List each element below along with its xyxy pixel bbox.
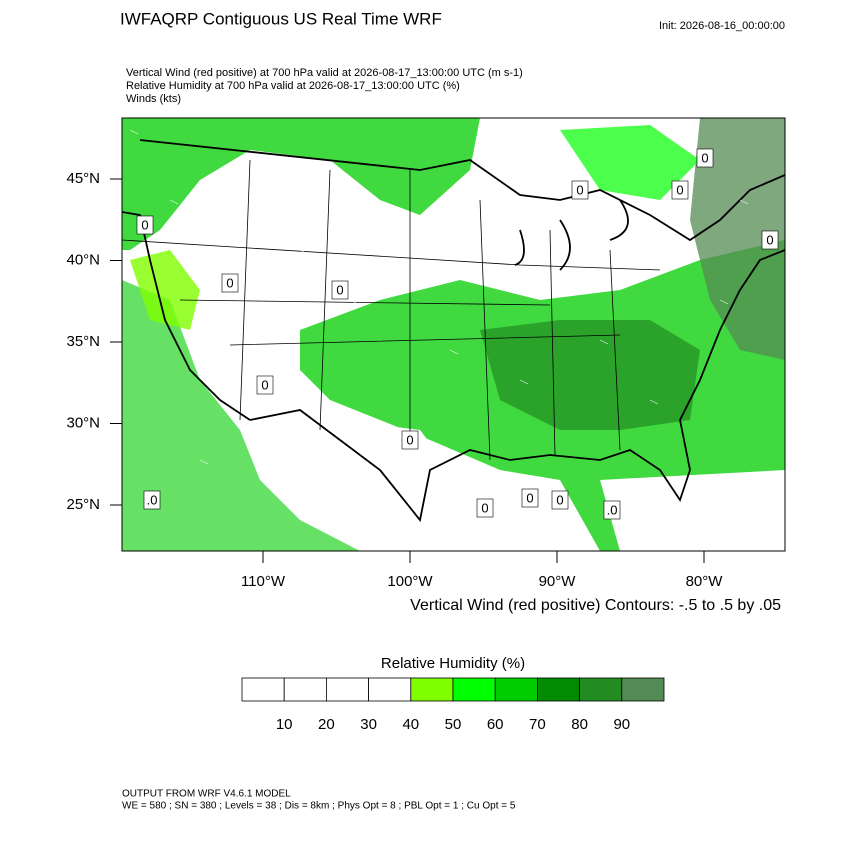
contour-label: .0 — [607, 502, 618, 517]
lat-label: 35°N — [66, 333, 100, 350]
colorbar-tick-label: 30 — [360, 716, 377, 733]
contour-label: 0 — [526, 490, 533, 505]
contour-label-box — [476, 498, 494, 518]
colorbar-box — [579, 677, 623, 702]
colorbar-tick-label: 60 — [487, 716, 504, 733]
contour-label: 0 — [556, 492, 563, 507]
contour-label: 0 — [676, 182, 683, 197]
colorbar-tick-label: 40 — [402, 716, 419, 733]
lat-label: 40°N — [66, 251, 100, 268]
colorbar-box — [325, 677, 369, 702]
contour-label-box — [571, 180, 589, 200]
colorbar-box — [410, 677, 454, 702]
contour-label-box — [696, 148, 714, 168]
subtitle: Winds (kts) — [126, 93, 181, 105]
contour-note: Vertical Wind (red positive) Contours: -… — [410, 597, 781, 614]
colorbar-box — [368, 677, 412, 702]
colorbar-box — [241, 677, 285, 702]
contour-label: 0 — [701, 150, 708, 165]
contour-label-box — [761, 230, 779, 250]
contour-label: 0 — [576, 182, 583, 197]
lon-label: 110°W — [241, 573, 286, 590]
contour-label-box — [143, 490, 161, 510]
contour-label: .0 — [147, 492, 158, 507]
contour-label-box — [221, 273, 239, 293]
contour-label: 0 — [226, 275, 233, 290]
subtitle: Relative Humidity at 700 hPa valid at 20… — [126, 80, 460, 92]
colorbar-box — [494, 677, 538, 702]
contour-label: 0 — [481, 500, 488, 515]
map-frame — [121, 117, 786, 552]
colorbar-tick-label: 80 — [571, 716, 588, 733]
footer-line: OUTPUT FROM WRF V4.6.1 MODEL — [122, 789, 291, 800]
lon-label: 80°W — [686, 573, 724, 590]
lon-label: 100°W — [387, 573, 433, 590]
contour-label: 0 — [141, 217, 148, 232]
contour-label-box — [401, 430, 419, 450]
contour-labels: 0 0 0 0 .0 0 0 0 0 0 .0 0 0 0 — [136, 148, 779, 520]
contour-label: 0 — [766, 232, 773, 247]
contour-label-box — [331, 280, 349, 300]
contour-label-box — [671, 180, 689, 200]
colorbar-box — [283, 677, 327, 702]
contour-label: 0 — [336, 282, 343, 297]
contour-label-box — [256, 375, 274, 395]
colorbar-tick-label: 10 — [276, 716, 293, 733]
contour-label-box — [521, 488, 539, 508]
subtitle: Vertical Wind (red positive) at 700 hPa … — [126, 67, 523, 79]
colorbar-box — [452, 677, 496, 702]
colorbar-tick-label: 90 — [613, 716, 630, 733]
lat-label: 45°N — [66, 170, 100, 187]
title: IWFAQRP Contiguous US Real Time WRF — [120, 9, 442, 28]
colorbar-tick-label: 50 — [445, 716, 462, 733]
colorbar-tick-label: 70 — [529, 716, 546, 733]
axes: 45°N 40°N 35°N 30°N 25°N 110°W 100°W 90°W 80°W — [66, 170, 723, 590]
lon-label: 90°W — [539, 573, 577, 590]
contour-label-box — [551, 490, 569, 510]
footer-line: WE = 580 ; SN = 380 ; Levels = 38 ; Dis … — [122, 801, 516, 812]
colorbar-title: Relative Humidity (%) — [381, 655, 525, 672]
colorbar-box — [537, 677, 581, 702]
contour-label: 0 — [261, 377, 268, 392]
init-time: Init: 2026-08-16_00:00:00 — [659, 20, 785, 32]
lat-label: 30°N — [66, 414, 100, 431]
contour-label-box — [136, 215, 154, 235]
colorbar-tick-label: 20 — [318, 716, 335, 733]
colorbar: 10 20 30 40 50 60 70 80 90 — [241, 677, 665, 733]
lat-label: 25°N — [66, 496, 100, 513]
contour-label-box — [603, 500, 621, 520]
contour-label: 0 — [406, 432, 413, 447]
colorbar-box — [621, 677, 665, 702]
